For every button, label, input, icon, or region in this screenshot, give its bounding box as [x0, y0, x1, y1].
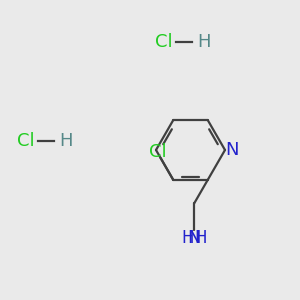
Text: Cl: Cl: [155, 33, 172, 51]
Text: N: N: [225, 141, 238, 159]
Text: H: H: [59, 132, 73, 150]
Text: H: H: [182, 229, 194, 247]
Text: H: H: [195, 229, 207, 247]
Text: Cl: Cl: [149, 143, 166, 161]
Text: N: N: [188, 229, 201, 247]
Text: H: H: [197, 33, 211, 51]
Text: Cl: Cl: [17, 132, 34, 150]
